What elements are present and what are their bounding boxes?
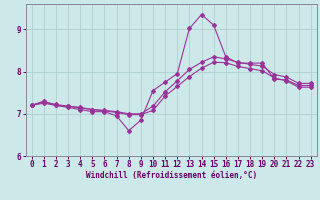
X-axis label: Windchill (Refroidissement éolien,°C): Windchill (Refroidissement éolien,°C) — [86, 171, 257, 180]
